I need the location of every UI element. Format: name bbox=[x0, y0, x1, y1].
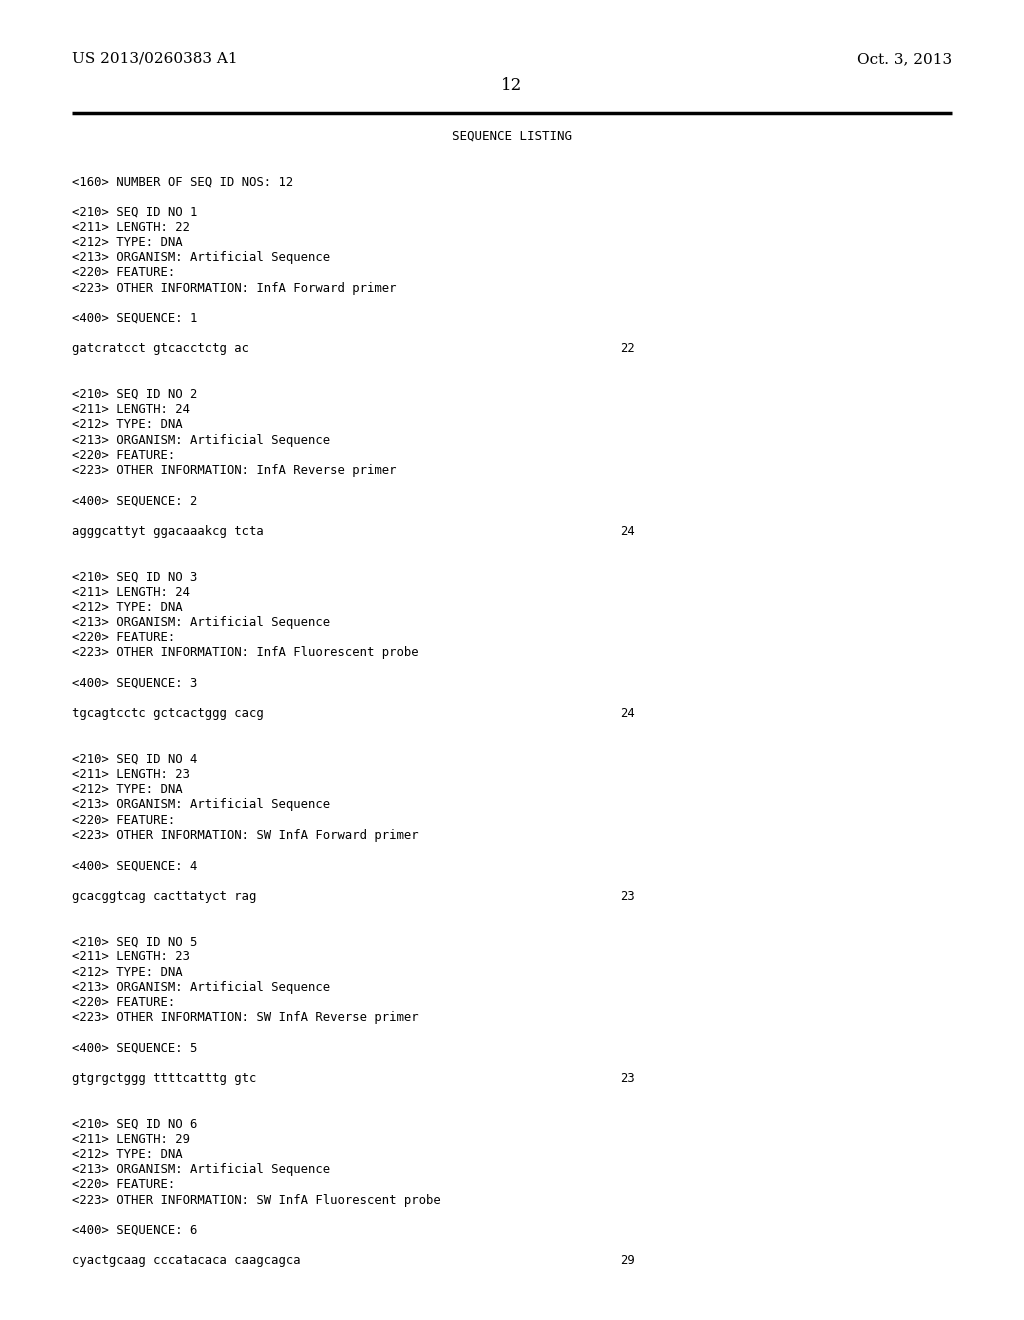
Text: gcacggtcag cacttatyct rag: gcacggtcag cacttatyct rag bbox=[72, 890, 256, 903]
Text: 22: 22 bbox=[620, 342, 635, 355]
Text: <400> SEQUENCE: 3: <400> SEQUENCE: 3 bbox=[72, 677, 198, 690]
Text: <210> SEQ ID NO 1: <210> SEQ ID NO 1 bbox=[72, 206, 198, 219]
Text: cyactgcaag cccatacaca caagcagca: cyactgcaag cccatacaca caagcagca bbox=[72, 1254, 301, 1267]
Text: <213> ORGANISM: Artificial Sequence: <213> ORGANISM: Artificial Sequence bbox=[72, 981, 330, 994]
Text: <223> OTHER INFORMATION: InfA Fluorescent probe: <223> OTHER INFORMATION: InfA Fluorescen… bbox=[72, 647, 419, 660]
Text: <400> SEQUENCE: 5: <400> SEQUENCE: 5 bbox=[72, 1041, 198, 1055]
Text: <211> LENGTH: 22: <211> LENGTH: 22 bbox=[72, 220, 190, 234]
Text: <400> SEQUENCE: 4: <400> SEQUENCE: 4 bbox=[72, 859, 198, 873]
Text: 23: 23 bbox=[620, 1072, 635, 1085]
Text: 29: 29 bbox=[620, 1254, 635, 1267]
Text: Oct. 3, 2013: Oct. 3, 2013 bbox=[857, 51, 952, 66]
Text: <210> SEQ ID NO 2: <210> SEQ ID NO 2 bbox=[72, 388, 198, 401]
Text: <160> NUMBER OF SEQ ID NOS: 12: <160> NUMBER OF SEQ ID NOS: 12 bbox=[72, 176, 293, 189]
Text: <213> ORGANISM: Artificial Sequence: <213> ORGANISM: Artificial Sequence bbox=[72, 616, 330, 630]
Text: <220> FEATURE:: <220> FEATURE: bbox=[72, 631, 175, 644]
Text: <212> TYPE: DNA: <212> TYPE: DNA bbox=[72, 601, 182, 614]
Text: <220> FEATURE:: <220> FEATURE: bbox=[72, 449, 175, 462]
Text: <212> TYPE: DNA: <212> TYPE: DNA bbox=[72, 236, 182, 249]
Text: <212> TYPE: DNA: <212> TYPE: DNA bbox=[72, 418, 182, 432]
Text: 24: 24 bbox=[620, 525, 635, 537]
Text: gtgrgctggg ttttcatttg gtc: gtgrgctggg ttttcatttg gtc bbox=[72, 1072, 256, 1085]
Text: <211> LENGTH: 23: <211> LENGTH: 23 bbox=[72, 768, 190, 781]
Text: <211> LENGTH: 29: <211> LENGTH: 29 bbox=[72, 1133, 190, 1146]
Text: US 2013/0260383 A1: US 2013/0260383 A1 bbox=[72, 51, 238, 66]
Text: <220> FEATURE:: <220> FEATURE: bbox=[72, 997, 175, 1008]
Text: <220> FEATURE:: <220> FEATURE: bbox=[72, 267, 175, 280]
Text: 12: 12 bbox=[502, 77, 522, 94]
Text: <400> SEQUENCE: 6: <400> SEQUENCE: 6 bbox=[72, 1224, 198, 1237]
Text: <223> OTHER INFORMATION: InfA Forward primer: <223> OTHER INFORMATION: InfA Forward pr… bbox=[72, 281, 396, 294]
Text: agggcattyt ggacaaakcg tcta: agggcattyt ggacaaakcg tcta bbox=[72, 525, 264, 537]
Text: <210> SEQ ID NO 5: <210> SEQ ID NO 5 bbox=[72, 935, 198, 948]
Text: gatcratcct gtcacctctg ac: gatcratcct gtcacctctg ac bbox=[72, 342, 249, 355]
Text: <213> ORGANISM: Artificial Sequence: <213> ORGANISM: Artificial Sequence bbox=[72, 799, 330, 812]
Text: tgcagtcctc gctcactggg cacg: tgcagtcctc gctcactggg cacg bbox=[72, 708, 264, 721]
Text: <211> LENGTH: 24: <211> LENGTH: 24 bbox=[72, 586, 190, 598]
Text: <210> SEQ ID NO 4: <210> SEQ ID NO 4 bbox=[72, 752, 198, 766]
Text: <223> OTHER INFORMATION: SW InfA Forward primer: <223> OTHER INFORMATION: SW InfA Forward… bbox=[72, 829, 419, 842]
Text: 23: 23 bbox=[620, 890, 635, 903]
Text: <211> LENGTH: 23: <211> LENGTH: 23 bbox=[72, 950, 190, 964]
Text: <210> SEQ ID NO 6: <210> SEQ ID NO 6 bbox=[72, 1118, 198, 1131]
Text: <223> OTHER INFORMATION: SW InfA Fluorescent probe: <223> OTHER INFORMATION: SW InfA Fluores… bbox=[72, 1193, 440, 1206]
Text: <400> SEQUENCE: 2: <400> SEQUENCE: 2 bbox=[72, 495, 198, 507]
Text: <212> TYPE: DNA: <212> TYPE: DNA bbox=[72, 783, 182, 796]
Text: <212> TYPE: DNA: <212> TYPE: DNA bbox=[72, 966, 182, 978]
Text: <213> ORGANISM: Artificial Sequence: <213> ORGANISM: Artificial Sequence bbox=[72, 433, 330, 446]
Text: <223> OTHER INFORMATION: SW InfA Reverse primer: <223> OTHER INFORMATION: SW InfA Reverse… bbox=[72, 1011, 419, 1024]
Text: <213> ORGANISM: Artificial Sequence: <213> ORGANISM: Artificial Sequence bbox=[72, 1163, 330, 1176]
Text: <223> OTHER INFORMATION: InfA Reverse primer: <223> OTHER INFORMATION: InfA Reverse pr… bbox=[72, 465, 396, 477]
Text: <210> SEQ ID NO 3: <210> SEQ ID NO 3 bbox=[72, 570, 198, 583]
Text: <400> SEQUENCE: 1: <400> SEQUENCE: 1 bbox=[72, 312, 198, 325]
Text: SEQUENCE LISTING: SEQUENCE LISTING bbox=[452, 129, 572, 143]
Text: 24: 24 bbox=[620, 708, 635, 721]
Text: <220> FEATURE:: <220> FEATURE: bbox=[72, 813, 175, 826]
Text: <213> ORGANISM: Artificial Sequence: <213> ORGANISM: Artificial Sequence bbox=[72, 251, 330, 264]
Text: <212> TYPE: DNA: <212> TYPE: DNA bbox=[72, 1148, 182, 1162]
Text: <211> LENGTH: 24: <211> LENGTH: 24 bbox=[72, 403, 190, 416]
Text: <220> FEATURE:: <220> FEATURE: bbox=[72, 1179, 175, 1192]
